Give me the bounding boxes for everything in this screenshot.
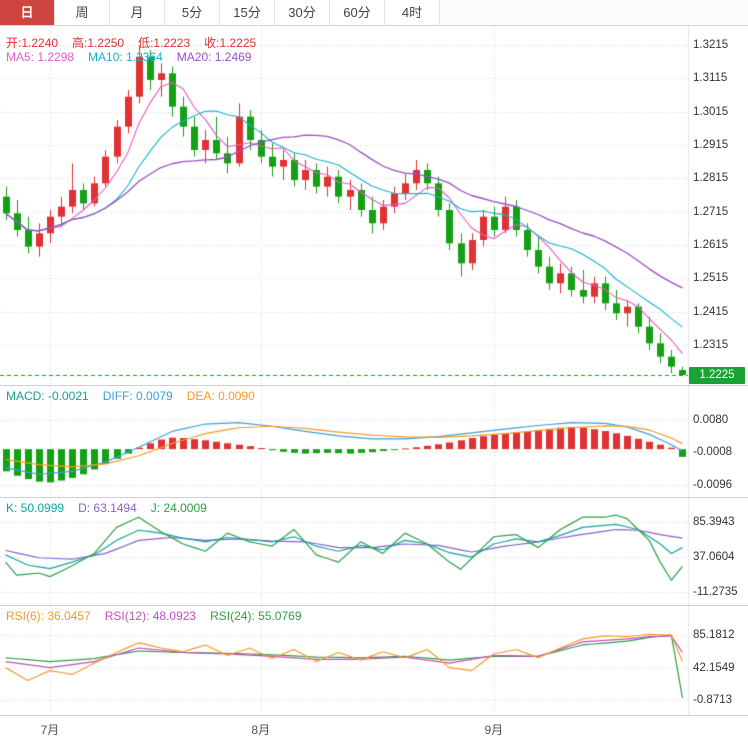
price-axis-label: 1.2715 [693,205,729,218]
tab-week[interactable]: 周 [55,0,110,25]
price-axis-label: 1.2415 [693,305,729,318]
open: 开:1.2240 [6,36,59,50]
price-axis-label: 1.2315 [693,339,729,351]
rsi12-value: RSI(12): 48.0923 [104,609,197,623]
macd-axis-label: 0.0080 [693,414,729,426]
macd-axis-label: -0.0008 [693,446,733,458]
tab-15min[interactable]: 15分 [220,0,275,25]
tab-day[interactable]: 日 [0,0,55,25]
main-chart-panel: 开:1.2240 高:1.2250 低:1.2223 收:1.2225 MA5: 1.… [0,26,748,386]
high: 高:1.2250 [72,36,125,50]
rsi-axis-label: 85.1812 [693,629,735,641]
macd-axis-label: -0.0096 [693,479,733,491]
rsi-axis-label: 42.1549 [693,662,735,674]
rsi6-value: RSI(6): 36.0457 [6,609,91,623]
price-axis-label: 1.3215 [693,39,729,51]
price-axis-label: 1.2615 [693,239,729,251]
timeframe-tabbar: 日周月 5分 15分 30分 60分 4时 [0,0,748,26]
ma20-value: MA20: 1.2469 [176,50,252,64]
tab-30min[interactable]: 30分 [275,0,330,25]
kdj-axis-label: -11.2735 [693,586,738,598]
j-value: J: 24.0009 [150,501,207,515]
rsi24-value: RSI(24): 55.0769 [210,609,302,623]
macd-value: MACD: -0.0021 [6,389,89,403]
macd-canvas[interactable] [0,386,748,497]
rsi-panel: RSI(6): 36.0457 RSI(12): 48.0923 RSI(24): … [0,606,748,716]
kdj-canvas[interactable] [0,498,748,605]
ma10-value: MA10: 1.2364 [88,50,163,64]
price-axis-label: 1.2815 [693,172,729,185]
price-axis-label: 1.3015 [693,105,729,118]
macd-panel: MACD: -0.0021 DIFF: 0.0079 DEA: 0.0090 0.0… [0,386,748,498]
price-axis-label: 1.2515 [693,272,729,285]
rsi-header: RSI(6): 36.0457 RSI(12): 48.0923 RSI(24): … [6,609,316,623]
ohlc-header: 开:1.2240 高:1.2250 低:1.2223 收:1.2225 [6,34,270,51]
last-price-badge: 1.2225 [689,367,745,384]
kdj-axis-label: 85.3943 [693,516,735,528]
x-axis: 7月 8月 9月 [0,716,748,742]
tab-4hour[interactable]: 4时 [385,0,440,25]
tab-5min[interactable]: 5分 [165,0,220,25]
d-value: D: 63.1494 [78,501,137,515]
x-axis-label: 7月 [40,723,60,737]
close: 收:1.2225 [204,36,257,50]
x-axis-label: 9月 [484,723,504,737]
candlestick-canvas[interactable] [0,26,748,385]
macd-header: MACD: -0.0021 DIFF: 0.0079 DEA: 0.0090 [6,389,269,403]
kdj-axis-label: 37.0604 [693,551,735,563]
rsi-canvas[interactable] [0,606,748,715]
price-axis-label: 1.2915 [693,139,729,151]
kdj-header: K: 50.0999 D: 63.1494 J: 24.0009 [6,501,221,515]
k-value: K: 50.0999 [6,501,65,515]
low: 低:1.2223 [138,36,191,50]
dea-value: DEA: 0.0090 [186,389,255,403]
diff-value: DIFF: 0.0079 [102,389,173,403]
tab-month[interactable]: 月 [110,0,165,25]
ma5-value: MA5: 1.2298 [6,50,75,64]
rsi-axis-label: -0.8713 [693,694,733,706]
x-axis-label: 8月 [251,723,271,737]
price-axis-label: 1.3115 [693,72,728,85]
ma-header: MA5: 1.2298 MA10: 1.2364 MA20: 1.2469 [6,50,265,64]
kdj-panel: K: 50.0999 D: 63.1494 J: 24.0009 85.3943 37… [0,498,748,606]
tab-60min[interactable]: 60分 [330,0,385,25]
